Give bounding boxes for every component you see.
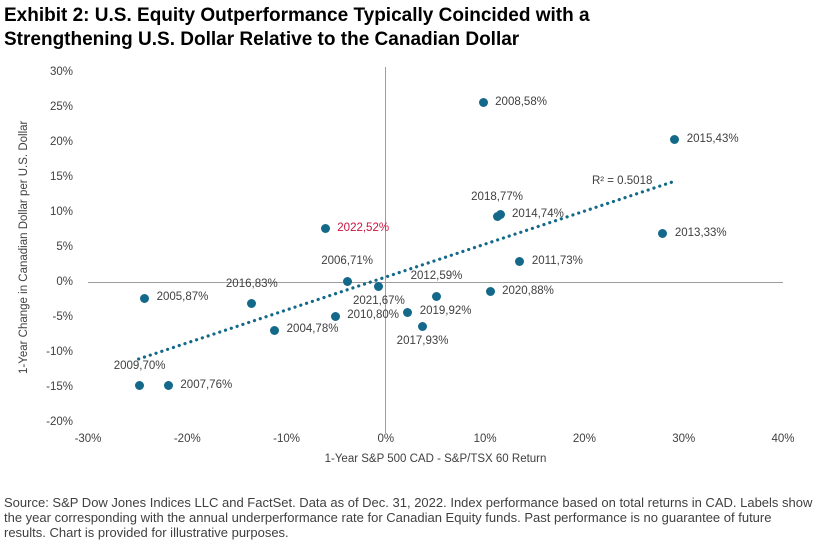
data-point-2015: [670, 135, 680, 145]
data-point-label-2008: 2008,58%: [495, 95, 547, 108]
data-point-2009: [135, 381, 145, 391]
y-axis-ticks: 30% 25% 20% 15% 10% 5% 0% -5% -10% -15% -20%: [38, 66, 73, 428]
data-point-label-2007: 2007,76%: [180, 378, 233, 391]
y-tick--15%: -15%: [46, 381, 73, 393]
chart-title: Exhibit 2: U.S. Equity Outperformance Ty…: [4, 5, 590, 50]
x-axis-ticks: -30% -20% -10% 0% 10% 20% 30% 40%: [75, 432, 795, 446]
trend-line: [137, 178, 679, 361]
data-point-2011: [515, 257, 525, 267]
data-point-label-2013: 2013,33%: [674, 226, 727, 239]
data-point-2010: [330, 311, 340, 321]
y-axis-title: 1-Year Change in Canadian Dollar per U.S…: [18, 120, 30, 374]
y-tick-25%: 25%: [49, 101, 73, 113]
data-point-label-2010: 2010,80%: [347, 309, 400, 322]
data-point-2018: [492, 212, 502, 222]
y-tick-15%: 15%: [49, 171, 73, 183]
data-point-2022: [320, 224, 330, 234]
x-tick-10%: 10%: [473, 433, 497, 445]
data-point-2004: [270, 325, 280, 335]
data-point-label-2005: 2005,87%: [156, 291, 209, 304]
y-tick-20%: 20%: [49, 136, 73, 148]
y-tick--20%: -20%: [46, 416, 73, 428]
data-point-label-2006: 2006,71%: [321, 255, 374, 268]
data-point-label-2021: 2021,67%: [353, 295, 405, 308]
x-tick-30%: 30%: [672, 433, 696, 445]
x-tick-0%: 0%: [377, 433, 395, 445]
y-tick-0%: 0%: [56, 276, 73, 288]
x-zero-gridline: [88, 281, 783, 283]
data-point-2013: [658, 229, 668, 239]
y-tick--10%: -10%: [46, 346, 73, 358]
data-point-label-2018: 2018,77%: [471, 190, 523, 203]
data-point-label-2012: 2012,59%: [410, 270, 463, 282]
data-point-2021: [374, 281, 384, 291]
data-point-label-2011: 2011,73%: [531, 254, 583, 267]
data-point-label-2004: 2004,78%: [286, 323, 339, 336]
plot-area: R² = 0.5018 2004,78% 2005,87% 2006,71% 2007…: [88, 67, 783, 433]
data-point-label-2017: 2017,93%: [396, 335, 449, 348]
y-zero-gridline: [385, 67, 387, 433]
source-note: Source: S&P Dow Jones Indices LLC and Fa…: [4, 495, 813, 540]
data-point-label-2022: 2022,52%: [337, 221, 390, 234]
data-point-2008: [478, 98, 488, 108]
x-tick--20%: -20%: [173, 433, 201, 445]
data-point-label-2014: 2014,74%: [512, 207, 564, 220]
data-point-label-2009: 2009,70%: [113, 359, 166, 372]
y-tick-10%: 10%: [49, 206, 73, 218]
data-point-2016: [247, 299, 257, 309]
data-point-2006: [342, 276, 352, 286]
data-point-label-2019: 2019,92%: [419, 305, 472, 318]
data-point-2012: [431, 291, 441, 301]
x-tick-20%: 20%: [572, 433, 596, 445]
x-axis-title: 1-Year S&P 500 CAD - S&P/TSX 60 Return: [324, 453, 547, 465]
y-tick--5%: -5%: [52, 311, 73, 323]
data-point-label-2015: 2015,43%: [686, 132, 739, 145]
data-point-2005: [140, 293, 150, 303]
y-tick-30%: 30%: [49, 66, 73, 78]
data-point-label-2020: 2020,88%: [502, 284, 554, 297]
y-tick-5%: 5%: [56, 241, 73, 253]
r-squared-label: R² = 0.5018: [591, 175, 653, 188]
data-point-2017: [418, 321, 428, 331]
data-point-2007: [163, 381, 173, 391]
x-tick--10%: -10%: [273, 433, 300, 445]
x-tick--30%: -30%: [74, 433, 102, 445]
data-point-2019: [403, 307, 413, 317]
data-point-label-2016: 2016,83%: [225, 277, 278, 290]
x-tick-40%: 40%: [771, 433, 795, 445]
data-point-2020: [485, 287, 495, 297]
